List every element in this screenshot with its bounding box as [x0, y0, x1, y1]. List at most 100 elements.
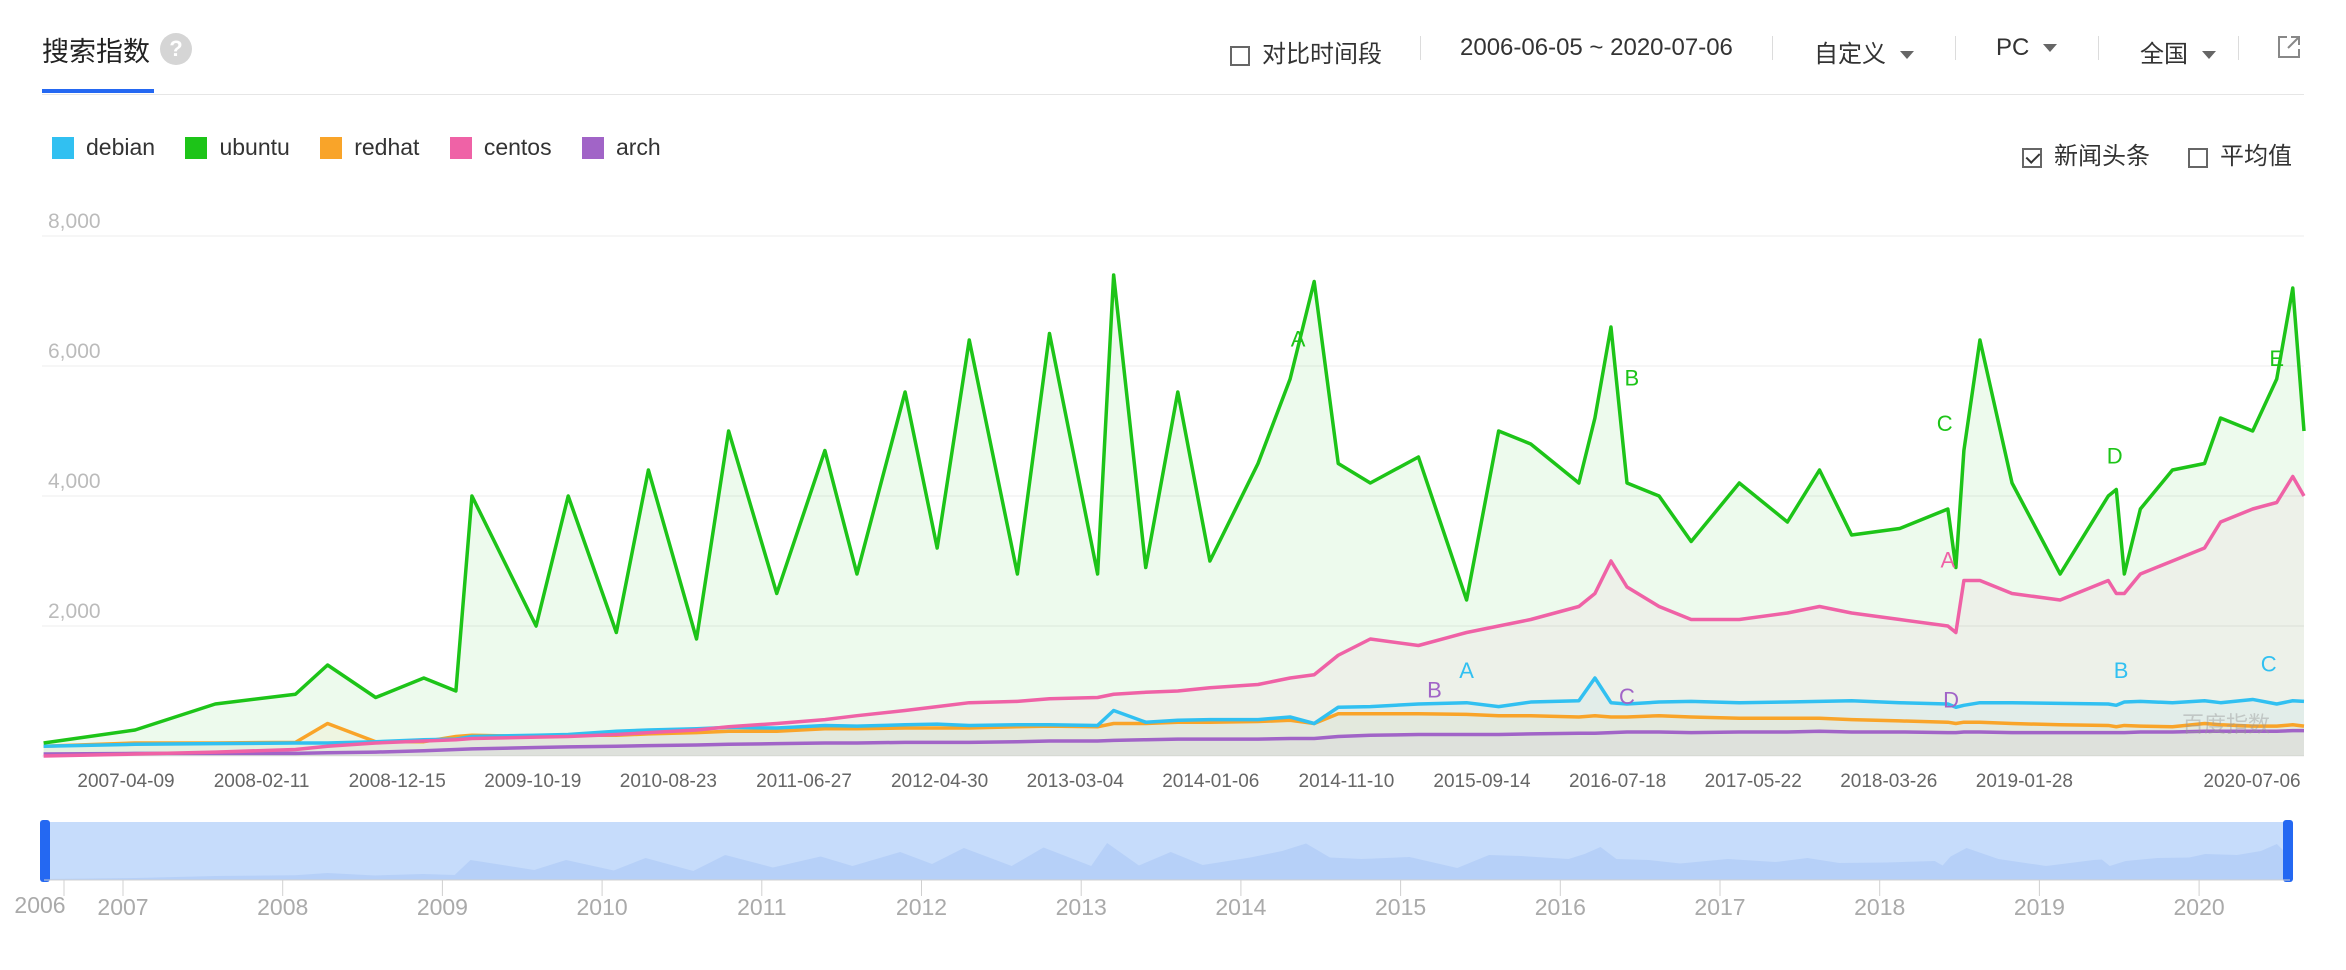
period-select-value: 自定义 [1814, 41, 1886, 68]
annotation-marker: D [1943, 687, 1959, 712]
navigator-handle-left[interactable] [40, 820, 50, 882]
x-tick-label: 2014-01-06 [1162, 771, 1259, 792]
device-select-value: PC [1996, 34, 2030, 61]
watermark: 百度指数 [2182, 712, 2270, 737]
chevron-down-icon [1900, 51, 1914, 59]
news-checkbox-icon [2022, 148, 2042, 168]
header-divider [42, 94, 2304, 95]
x-tick-label: 2009-10-19 [484, 771, 581, 792]
news-headline-toggle[interactable]: 新闻头条 [2022, 136, 2150, 171]
navigator-year-label: 2006 [14, 892, 65, 918]
divider [1420, 36, 1421, 60]
region-select[interactable]: 全国 [2140, 34, 2216, 69]
x-tick-label: 2018-03-26 [1840, 771, 1937, 792]
series-lines [43, 273, 2306, 758]
x-tick-label: 2014-11-10 [1299, 771, 1395, 792]
legend-item-redhat[interactable]: redhat [320, 134, 419, 161]
legend-item-arch[interactable]: arch [581, 134, 661, 161]
legend-label: centos [483, 134, 552, 160]
divider [2098, 36, 2099, 60]
y-axis-ticks: 2,000 4,000 6,000 8,000 [48, 210, 101, 623]
area-ubuntu [43, 275, 2305, 756]
navigator-year-label: 2009 [417, 894, 468, 920]
navigator-year-label: 2012 [896, 894, 947, 920]
chevron-down-icon [2043, 44, 2058, 52]
navigator-year-label: 2015 [1375, 894, 1426, 920]
annotation-marker: A [1291, 327, 1306, 352]
x-tick-label: 2020-07-06 [2203, 771, 2300, 792]
period-select[interactable]: 自定义 [1814, 34, 1914, 69]
legend-label: ubuntu [219, 134, 290, 160]
line-ubuntu [43, 273, 2306, 745]
annotation-marker: C [2261, 652, 2277, 677]
average-toggle[interactable]: 平均值 [2188, 136, 2292, 171]
annotation-marker: A [1941, 548, 1956, 573]
annotation-marker: D [2107, 444, 2123, 469]
navigator-year-label: 2019 [2014, 894, 2065, 920]
chevron-down-icon [2202, 51, 2216, 59]
legend-label: arch [615, 134, 661, 160]
x-tick-label: 2019-01-28 [1976, 771, 2073, 792]
x-tick-label: 2016-07-18 [1569, 771, 1666, 792]
external-link-icon[interactable] [2276, 34, 2302, 60]
legend-label: redhat [354, 134, 420, 160]
legend-item-ubuntu[interactable]: ubuntu [185, 134, 290, 161]
range-navigator[interactable]: 2006 2007 2008 2009 2010 2011 2012 2013 2014 2015… [14, 820, 2293, 920]
area-centos [43, 476, 2305, 756]
legend-swatch [449, 137, 472, 159]
line-arch [43, 728, 2304, 756]
legend-item-debian[interactable]: debian [52, 134, 155, 161]
date-range-picker[interactable]: 2006-06-05 ~ 2020-07-06 [1460, 34, 1733, 61]
compare-period-toggle[interactable]: 对比时间段 [1230, 34, 1382, 69]
x-axis-ticks: 2007-04-09 2008-02-11 2008-12-15 2009-10-19… [77, 771, 2300, 792]
page-title: 搜索指数 [42, 37, 150, 67]
help-icon[interactable]: ? [160, 33, 192, 65]
divider [1772, 36, 1773, 60]
line-centos [43, 474, 2306, 758]
navigator-series-area [44, 843, 2288, 880]
compare-checkbox-icon [1230, 46, 1250, 66]
annotation-marker: E [2269, 346, 2284, 371]
navigator-handle-right[interactable] [2283, 820, 2293, 882]
navigator-year-label: 2010 [577, 894, 628, 920]
navigator-year-label: 2020 [2174, 894, 2225, 920]
annotation-marker: B [1427, 678, 1442, 703]
device-select[interactable]: PC [1996, 34, 2058, 62]
divider [1955, 36, 1956, 60]
annotation-marker: B [1624, 366, 1639, 391]
grid-lines [42, 235, 2304, 757]
y-tick-label: 2,000 [48, 600, 101, 623]
y-tick-label: 6,000 [48, 340, 101, 363]
y-tick-label: 8,000 [48, 210, 101, 233]
x-tick-label: 2008-02-11 [214, 771, 310, 792]
legend-label: debian [86, 134, 156, 160]
navigator-year-label: 2008 [257, 894, 308, 920]
average-label: 平均值 [2220, 143, 2292, 170]
y-tick-label: 4,000 [48, 470, 101, 493]
annotation-marker: A [1459, 658, 1474, 683]
area-arch [43, 730, 2305, 756]
line-debian [43, 676, 2305, 748]
x-tick-label: 2013-03-04 [1027, 771, 1125, 792]
x-tick-label: 2012-04-30 [891, 771, 988, 792]
x-tick-label: 2015-09-14 [1433, 771, 1531, 792]
navigator-year-label: 2011 [737, 894, 786, 920]
header-bar: 搜索指数 ? 对比时间段 2006-06-05 ~ 2020-07-06 自定义… [0, 0, 2346, 96]
series-areas [43, 275, 2305, 756]
news-label: 新闻头条 [2054, 143, 2150, 170]
legend-swatch [581, 137, 604, 159]
active-tab-underline [42, 89, 154, 93]
compare-label: 对比时间段 [1262, 41, 1382, 68]
legend-swatch [185, 137, 208, 159]
x-tick-label: 2007-04-09 [77, 771, 174, 792]
x-tick-label: 2011-06-27 [756, 771, 852, 792]
region-select-value: 全国 [2140, 41, 2188, 68]
annotation-marker: C [1619, 684, 1635, 709]
legend-item-centos[interactable]: centos [449, 134, 552, 161]
divider [2238, 36, 2239, 60]
navigator-year-label: 2017 [1694, 894, 1745, 920]
legend-swatch [52, 137, 74, 159]
average-checkbox-icon [2188, 148, 2208, 168]
